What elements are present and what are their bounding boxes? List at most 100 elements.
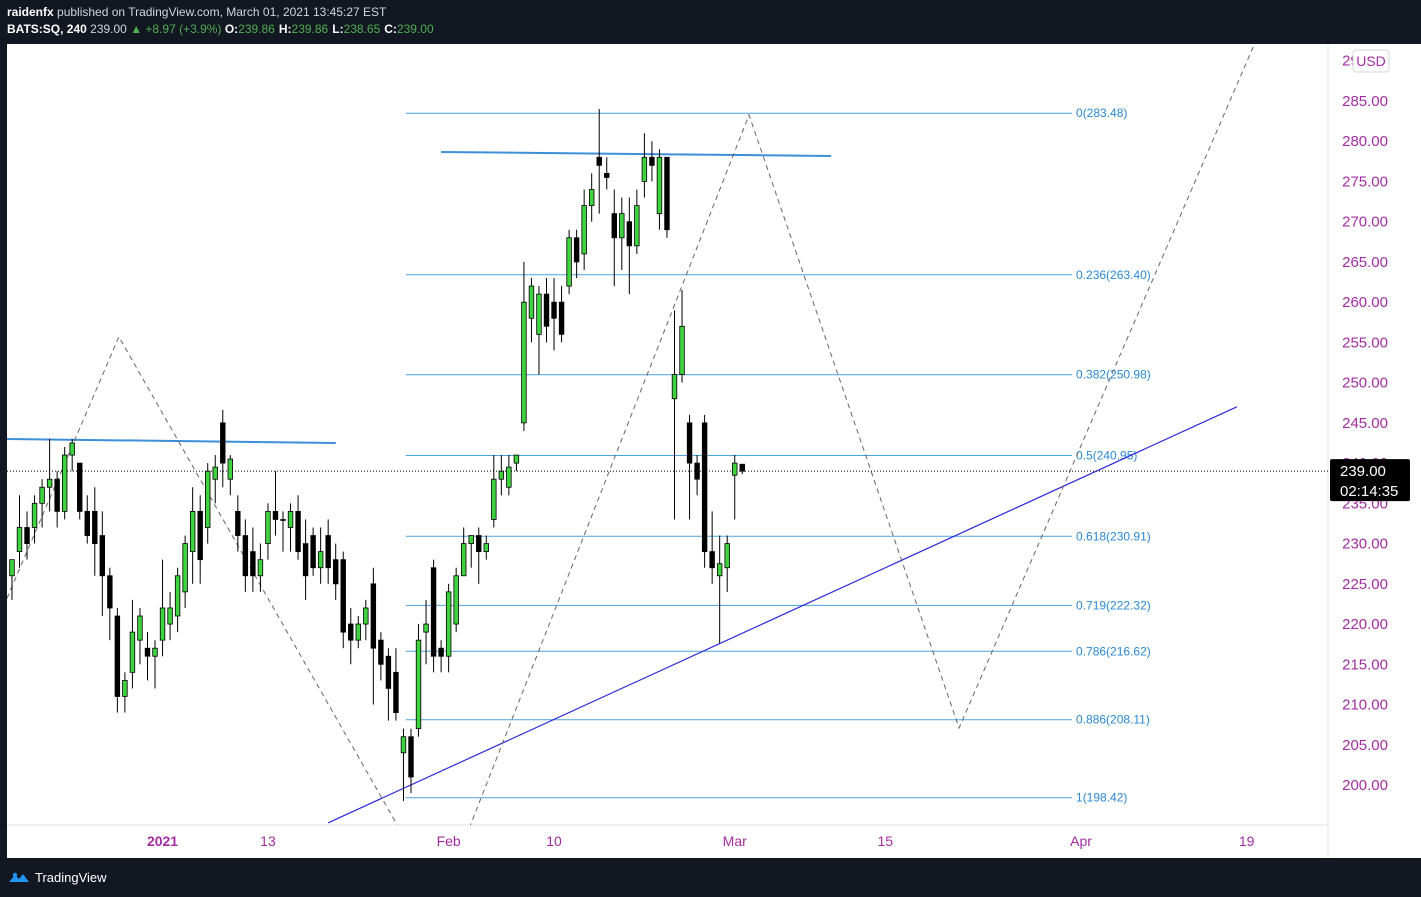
candle-body — [220, 422, 226, 464]
candle-body — [430, 567, 437, 657]
candle-body — [453, 575, 459, 625]
ohlc-value: 239.00 — [396, 22, 434, 36]
ohlc-value: 239.86 — [291, 22, 329, 36]
drawing — [327, 406, 1238, 824]
candle-body — [129, 631, 136, 673]
candle-body — [694, 462, 700, 480]
candle-body — [54, 478, 60, 512]
candle-body — [423, 623, 429, 633]
candle-body — [302, 543, 309, 577]
candle-body — [513, 454, 520, 464]
candle-body — [408, 736, 414, 778]
fib-label: 0(283.48) — [1076, 106, 1127, 120]
candle-body — [445, 591, 452, 657]
currency: USD — [1356, 53, 1386, 69]
candle-body — [9, 559, 15, 577]
ohlc-value: 238.65 — [343, 22, 381, 36]
x-tick-label: 19 — [1239, 833, 1255, 849]
fib-label: 0.5(240.95) — [1076, 448, 1137, 462]
candle-body — [739, 463, 745, 472]
candle-body — [415, 639, 422, 730]
candle-body — [159, 607, 166, 641]
candle-body — [732, 462, 738, 476]
ohlc-label: O: — [224, 22, 239, 36]
candle-body — [212, 466, 218, 480]
candle-body — [144, 647, 151, 657]
y-tick-label: 280.00 — [1342, 133, 1388, 150]
candle-body — [250, 551, 256, 577]
y-tick-label: 250.00 — [1342, 375, 1388, 392]
plot: 0(283.48) 0.236(263.40) 0.382(250.98) 0.5(2… — [7, 46, 1328, 825]
fib-label: 1(198.42) — [1076, 791, 1127, 805]
fib-label: 0.886(208.11) — [1076, 713, 1150, 727]
candle-body — [716, 563, 723, 577]
candle-body — [641, 156, 648, 182]
x-tick-label: Mar — [723, 833, 747, 849]
candle-body — [400, 736, 407, 754]
candle-body — [348, 623, 354, 641]
x-tick-label: 15 — [878, 833, 894, 849]
candle-body — [543, 293, 550, 327]
candle-body — [634, 205, 640, 247]
ohlc-label: H: — [278, 22, 292, 36]
candle-body — [325, 535, 331, 569]
y-tick-label: 245.00 — [1342, 415, 1388, 432]
candle-body — [77, 462, 83, 512]
x-tick-label: 2021 — [147, 833, 178, 849]
y-tick-label: 260.00 — [1342, 294, 1388, 311]
candle-body — [197, 510, 203, 561]
candle-body — [649, 156, 655, 166]
candle-body — [385, 655, 392, 689]
candle-body — [182, 543, 188, 593]
y-tick-label: 285.00 — [1342, 93, 1388, 110]
candle-body — [174, 575, 181, 617]
y-tick-label: 255.00 — [1342, 334, 1388, 351]
ohlc-label: L: — [332, 22, 344, 36]
candle-body — [122, 679, 128, 697]
candle-body — [679, 325, 685, 375]
candle-body — [656, 156, 663, 215]
fib-label: 0.719(222.32) — [1076, 598, 1151, 612]
candle-body — [619, 213, 625, 239]
y-tick-label: 200.00 — [1342, 777, 1388, 794]
candle-body — [69, 442, 75, 456]
candle-body — [491, 478, 497, 520]
candle-body — [566, 237, 572, 287]
candle-body — [438, 647, 444, 657]
currency-badge — [1352, 49, 1390, 73]
candle-body — [84, 510, 90, 536]
y-tick-label: 270.00 — [1342, 214, 1388, 231]
candle-body — [355, 623, 361, 641]
axes: 200.00 205.00 210.00 215.00 220.00 225.00 230.… — [147, 49, 1410, 849]
price: 239.00 — [90, 22, 127, 36]
drawing — [7, 335, 398, 825]
y-tick-label: 265.00 — [1342, 254, 1388, 271]
candle-body — [686, 422, 693, 464]
candle-body — [363, 607, 369, 625]
last-price-box — [1330, 459, 1410, 502]
candle-body — [235, 510, 241, 536]
candle-body — [114, 615, 121, 697]
x-tick-label: 13 — [260, 833, 276, 849]
y-tick-label: 220.00 — [1342, 616, 1388, 633]
candle-body — [61, 454, 68, 512]
candle-body — [265, 510, 271, 544]
candle-body — [724, 543, 730, 569]
x-tick-label: 10 — [546, 833, 562, 849]
candle-body — [317, 551, 324, 569]
published: published on TradingView.com, March 01, … — [57, 5, 387, 19]
candle-body — [476, 535, 482, 553]
candle-body — [393, 671, 399, 713]
brand: TradingView — [35, 870, 107, 885]
y-tick-label: 225.00 — [1342, 576, 1388, 593]
countdown: 02:14:35 — [1340, 483, 1398, 500]
candle-body — [152, 647, 158, 657]
candle-body — [295, 510, 301, 553]
panel — [7, 44, 1421, 858]
candle-body — [701, 422, 708, 553]
y-tick-label: 230.00 — [1342, 536, 1388, 553]
candle-body — [460, 543, 467, 577]
candle-body — [528, 285, 535, 319]
change: ▲ +8.97 (+3.9%) — [130, 22, 222, 36]
